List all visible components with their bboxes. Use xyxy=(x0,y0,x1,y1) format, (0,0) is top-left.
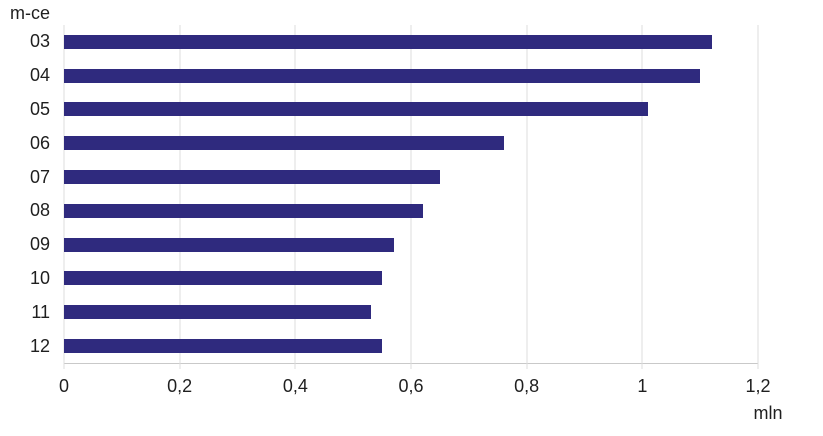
x-tick-mark xyxy=(63,363,65,369)
x-tick-label: 0,2 xyxy=(167,376,193,396)
x-tick-mark xyxy=(641,363,643,369)
x-tick-label: 0,6 xyxy=(398,376,424,396)
bar-11 xyxy=(64,305,371,320)
x-tick-label: 0,8 xyxy=(514,376,540,396)
x-tick-label: 1,2 xyxy=(745,376,771,396)
gridline xyxy=(179,25,181,363)
bar-row xyxy=(64,262,758,296)
gridline xyxy=(294,25,296,363)
y-tick-label: 11 xyxy=(31,301,50,322)
bar-series xyxy=(64,25,758,363)
bar-09 xyxy=(64,237,394,252)
bar-07 xyxy=(64,170,440,185)
gridline xyxy=(410,25,412,363)
y-tick-label: 12 xyxy=(29,335,50,356)
x-tick-label: 0,4 xyxy=(282,376,308,396)
bar-10 xyxy=(64,271,383,286)
x-axis: 0 0,2 0,4 0,6 0,8 1 1,2 xyxy=(59,363,771,403)
bar-05 xyxy=(64,102,649,117)
x-tick-mark xyxy=(294,363,296,369)
gridline xyxy=(757,25,759,363)
x-tick-label: 0 xyxy=(58,376,70,396)
y-axis-tick-labels: 03 04 05 06 07 08 09 10 11 12 xyxy=(0,25,50,363)
bar-06 xyxy=(64,136,504,151)
x-tick-mark xyxy=(179,363,181,369)
bar-row xyxy=(64,126,758,160)
bar-row xyxy=(64,194,758,228)
y-tick-label: 08 xyxy=(29,200,50,221)
y-tick-label: 09 xyxy=(29,234,50,255)
x-tick-mark xyxy=(526,363,528,369)
bar-row xyxy=(64,160,758,194)
bar-12 xyxy=(64,339,383,354)
x-tick-mark xyxy=(410,363,412,369)
gridline xyxy=(63,25,65,363)
bar-row xyxy=(64,25,758,59)
y-tick-label: 04 xyxy=(29,65,50,86)
x-tick-mark xyxy=(757,363,759,369)
bar-08 xyxy=(64,203,423,218)
bar-row xyxy=(64,59,758,93)
bar-row xyxy=(64,93,758,127)
bar-row xyxy=(64,228,758,262)
y-tick-label: 06 xyxy=(29,132,50,153)
y-tick-label: 10 xyxy=(29,267,50,288)
x-axis-title: mln xyxy=(753,403,783,423)
y-axis-title: m-ce xyxy=(10,3,50,23)
gridline xyxy=(526,25,528,363)
y-tick-label: 03 xyxy=(29,31,50,52)
plot-area xyxy=(63,25,759,363)
bar-03 xyxy=(64,34,712,49)
gridline xyxy=(641,25,643,363)
y-tick-label: 05 xyxy=(29,98,50,119)
x-tick-label: 1 xyxy=(637,376,648,396)
bar-row xyxy=(64,295,758,329)
bar-row xyxy=(64,329,758,363)
bar-04 xyxy=(64,68,701,83)
y-tick-label: 07 xyxy=(29,166,50,187)
